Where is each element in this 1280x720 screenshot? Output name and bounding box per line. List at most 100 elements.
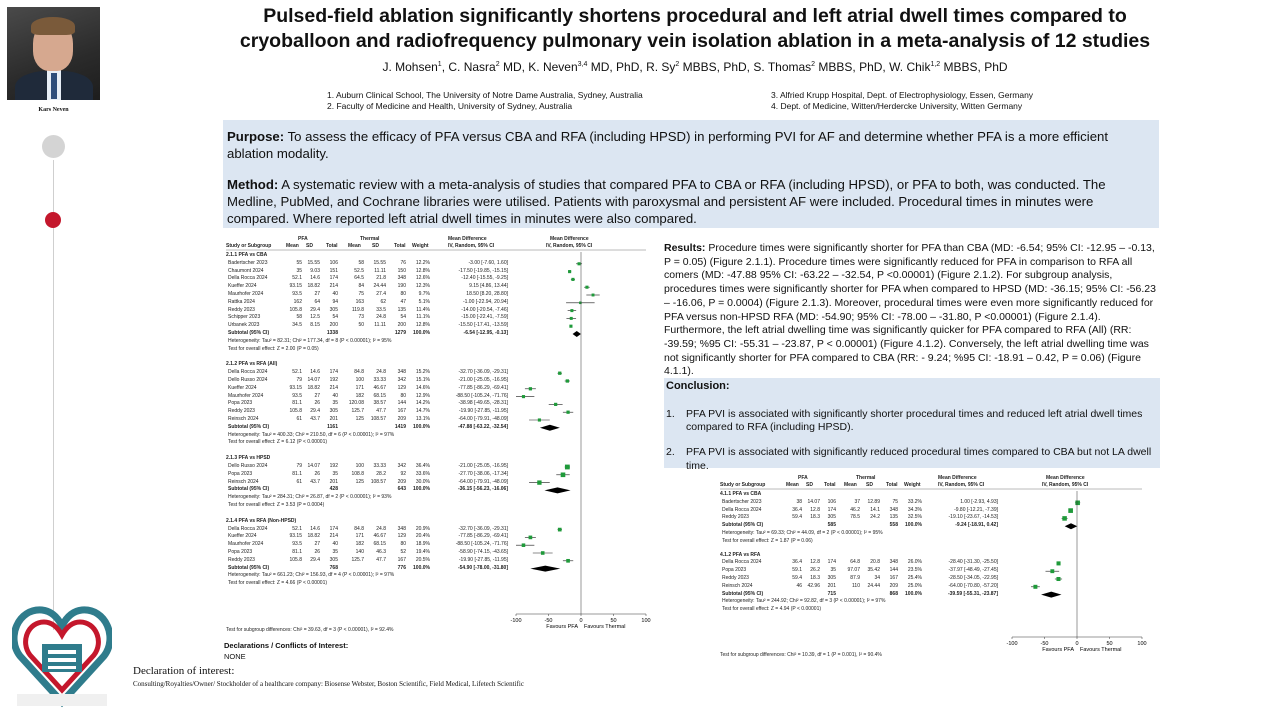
x-label-left: Favours PFA <box>546 624 578 630</box>
column-group-md: Mean Difference <box>938 475 977 481</box>
cell-value: 18.82 <box>307 533 320 540</box>
cell-value: 52.5 <box>354 267 364 274</box>
cell-value: 36.4 <box>792 559 802 566</box>
column-header: SD <box>866 482 873 488</box>
effect-point <box>577 262 581 266</box>
cell-value: 26 <box>314 470 320 477</box>
subtotal-label: Subtotal (95% CI) <box>228 486 270 493</box>
cell-value: 79 <box>296 377 302 383</box>
effect-point <box>528 387 533 391</box>
cell-value: 18.50 [8.20, 28.80] <box>466 291 508 297</box>
subgroup-test-text: Test for subgroup differences: Chi² = 39… <box>226 627 394 633</box>
cell-value: 348 <box>397 369 406 376</box>
cell-value: 15.55 <box>373 259 386 266</box>
cell-value: 305 <box>329 306 338 313</box>
cell-value: 76 <box>400 259 406 266</box>
effect-point <box>558 371 562 375</box>
cell-value: 61 <box>296 416 302 422</box>
cell-value: 58 <box>358 259 364 266</box>
conclusion-item: 2. PFA PVI is associated with significant… <box>666 446 1152 472</box>
effect-point <box>540 551 545 555</box>
cell-value: 428 <box>329 486 338 493</box>
cell-value: 201 <box>329 416 338 422</box>
cell-value: -36.15 [-56.23, -16.06] <box>457 486 508 493</box>
cell-value: 35 <box>332 470 338 477</box>
results-section: Results: Procedure times were significan… <box>664 242 1160 379</box>
cell-value: 12.8 <box>810 559 820 566</box>
cell-value: 27 <box>314 541 320 548</box>
cell-value: 32.5% <box>907 514 922 521</box>
cell-value: 18.82 <box>307 283 320 290</box>
cell-value: -15.00 [-22.41, -7.59] <box>461 314 508 321</box>
cell-value: 20.5% <box>415 556 430 563</box>
subgroup-label: 2.1.4 PFA vs RFA (Non-HPSD) <box>226 517 297 524</box>
cell-value: 64.8 <box>850 559 860 566</box>
cell-value: 27 <box>314 291 320 297</box>
cell-value: 40 <box>332 291 338 297</box>
effect-point <box>528 535 533 540</box>
cell-value: 93.5 <box>292 392 302 399</box>
cell-value: 79 <box>296 463 302 469</box>
x-tick-label: 0 <box>1075 641 1078 647</box>
effect-point <box>568 270 572 274</box>
study-name: Reinsch 2024 <box>228 416 259 422</box>
subgroup-label: 4.1.1 PFA vs CBA <box>720 491 762 497</box>
cell-value: -47.88 [-63.22, -32.54] <box>457 423 508 430</box>
cell-value: 190 <box>397 283 406 290</box>
cell-value: 12.8% <box>415 267 430 274</box>
cell-value: 14.6 <box>310 525 320 532</box>
cell-value: 100.0% <box>413 330 430 336</box>
column-group-thermal: Thermal <box>856 475 876 481</box>
cell-value: -27.70 [-38.06, -17.34] <box>458 470 508 477</box>
cell-value: 37 <box>854 498 860 505</box>
cell-value: 14.07 <box>307 463 320 469</box>
cell-value: 38.57 <box>373 400 386 407</box>
effect-point <box>554 402 558 407</box>
cell-value: 209 <box>397 478 406 485</box>
author: W. Chik1,2 MBBS, PhD <box>889 60 1008 74</box>
cell-value: -19.90 [-27.85, -11.95] <box>458 408 508 415</box>
cell-value: 108.57 <box>370 478 386 485</box>
column-header: IV, Random, 95% CI <box>448 243 495 249</box>
cell-value: 73 <box>358 314 364 321</box>
subtotal-diamond <box>1041 591 1062 598</box>
cell-value: 81.1 <box>292 549 302 555</box>
study-name: Kueffer 2024 <box>228 533 257 540</box>
navigation-dot[interactable] <box>42 135 65 158</box>
cell-value: 120.08 <box>348 400 364 407</box>
cell-value: 305 <box>329 408 338 415</box>
cell-value: 125.7 <box>351 408 364 415</box>
column-header: Study or Subgroup <box>226 243 272 249</box>
cell-value: 342 <box>397 377 406 383</box>
cell-value: 9.15 [4.86, 13.44] <box>469 283 508 290</box>
cell-value: 100 <box>355 377 364 383</box>
cell-value: 9.7% <box>418 291 430 297</box>
study-name: Maurhofer 2024 <box>228 392 264 399</box>
cell-value: 12.6% <box>415 275 430 282</box>
cell-value: 26 <box>314 400 320 407</box>
cell-value: 43.7 <box>310 416 320 422</box>
cell-value: 23.5% <box>907 567 922 574</box>
effect-point <box>537 418 541 422</box>
effect-point <box>565 379 569 383</box>
study-name: Popa 2023 <box>722 567 747 574</box>
cell-value: 81.1 <box>292 470 302 477</box>
cell-value: 35 <box>332 549 338 555</box>
cell-value: 14.1 <box>870 506 880 513</box>
cell-value: 34.3% <box>907 506 922 513</box>
cell-value: 12.3% <box>415 283 430 290</box>
forest-plot-procedure-times: PFA Thermal Mean Difference Mean Difference… <box>226 236 654 640</box>
cell-value: 81.1 <box>292 400 302 407</box>
effect-point <box>585 285 589 289</box>
progress-marker[interactable] <box>45 212 61 228</box>
cell-value: 34.5 <box>292 322 302 329</box>
cell-value: 106 <box>827 498 836 505</box>
cell-value: 18.82 <box>307 384 320 391</box>
x-label-right: Favours Thermal <box>1080 647 1121 653</box>
cell-value: 140 <box>355 549 364 555</box>
cell-value: 305 <box>827 575 836 581</box>
cell-value: 12.8 <box>810 506 820 513</box>
cell-value: 174 <box>827 506 836 513</box>
cell-value: 100.0% <box>905 590 922 597</box>
speaker-name: Kars Neven <box>38 107 69 113</box>
